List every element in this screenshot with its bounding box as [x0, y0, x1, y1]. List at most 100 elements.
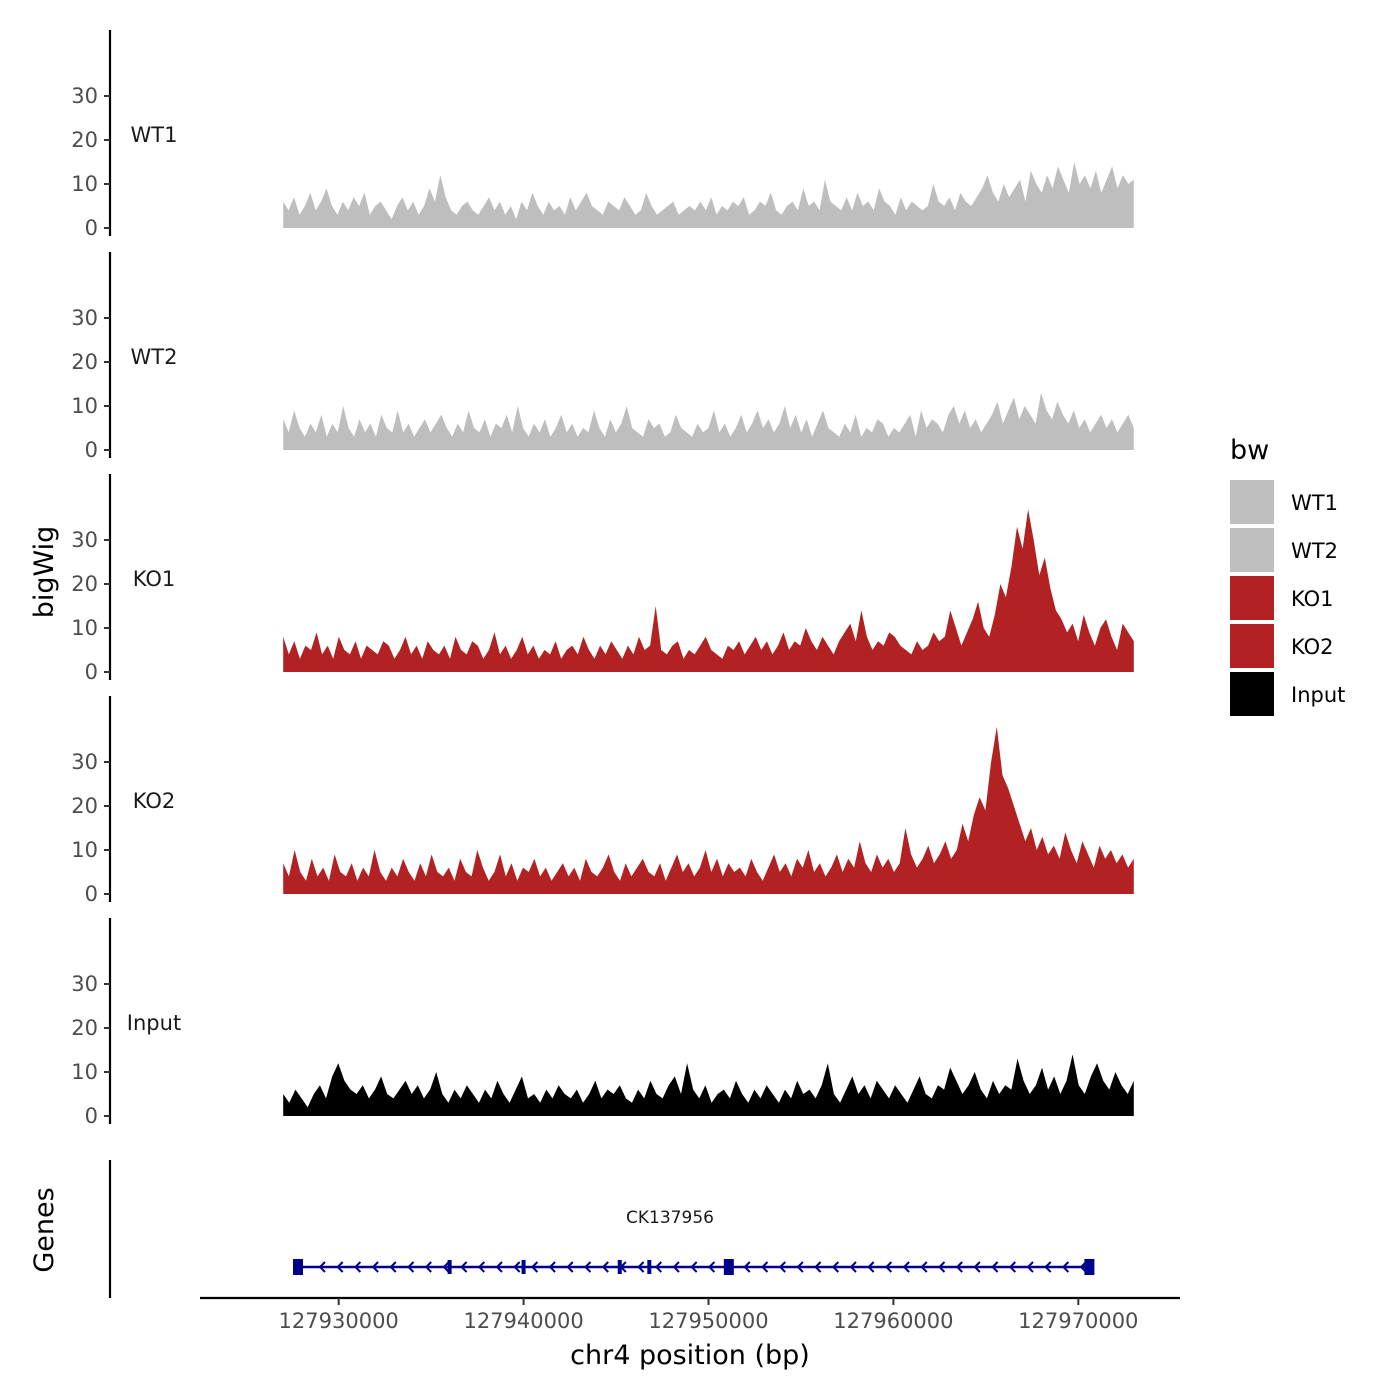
strand-arrow [495, 1261, 503, 1273]
strand-arrow [371, 1261, 379, 1273]
strand-arrow [884, 1261, 893, 1273]
strand-arrow [407, 1261, 415, 1273]
signal-area-wt1 [283, 162, 1134, 228]
strand-arrow [548, 1261, 556, 1273]
strand-arrow [1061, 1261, 1070, 1273]
tracks-layer: 0 10 20 30 WT1 0 10 20 30 WT2 0 10 20 30 KO1 0 10 20 30 KO2… [71, 30, 1134, 1128]
y-tick-label: 20 [71, 794, 98, 818]
exon [293, 1259, 303, 1275]
strand-arrow [389, 1261, 397, 1273]
y-tick-label: 20 [71, 128, 98, 152]
y-tick-label: 10 [71, 616, 98, 640]
strand-arrow [938, 1261, 946, 1273]
y-tick-label: 30 [71, 84, 98, 108]
exon [447, 1260, 452, 1274]
y-tick-label: 30 [71, 528, 98, 552]
signal-area-ko1 [283, 509, 1134, 672]
legend-label-ko1: KO1 [1291, 587, 1334, 611]
track-ko2: 0 10 20 30 KO2 [71, 696, 1134, 906]
strand-arrow [707, 1261, 716, 1273]
strand-arrow [1044, 1261, 1052, 1273]
track-label: Input [127, 1011, 181, 1035]
strand-arrow [973, 1261, 981, 1273]
x-tick-label: 127960000 [833, 1309, 953, 1333]
exon [1084, 1259, 1095, 1275]
strand-arrow [318, 1261, 326, 1273]
strand-arrow [513, 1261, 521, 1273]
y-tick-label: 10 [71, 1060, 98, 1084]
track-label: KO2 [133, 789, 176, 813]
gene-label: CK137956 [626, 1208, 714, 1228]
strand-arrow [814, 1261, 822, 1273]
legend-label-ko2: KO2 [1291, 635, 1334, 659]
strand-arrow [743, 1261, 751, 1273]
x-axis: 127930000 127940000 127950000 127960000 1279… [200, 1296, 1180, 1333]
track-label: WT2 [131, 345, 178, 369]
exon [647, 1260, 652, 1274]
y-tick-label: 30 [71, 750, 98, 774]
legend-swatch-input [1230, 672, 1274, 716]
strand-arrow [831, 1261, 840, 1273]
strand-arrow [530, 1261, 539, 1273]
track-input: 0 10 20 30 Input [71, 918, 1134, 1128]
x-tick-label: 127950000 [648, 1309, 768, 1333]
y-tick-label: 20 [71, 572, 98, 596]
strand-arrow [778, 1261, 786, 1273]
legend-title: bw [1230, 435, 1269, 466]
strand-arrow [477, 1261, 486, 1273]
strand-arrow [867, 1261, 875, 1273]
legend: bw WT1 WT2 KO1 KO2 Input [1230, 435, 1345, 716]
y-tick-label: 0 [85, 660, 98, 684]
strand-arrow [690, 1261, 698, 1273]
strand-arrow [637, 1261, 645, 1273]
y-tick-label: 10 [71, 172, 98, 196]
legend-swatch-wt2 [1230, 528, 1274, 572]
y-tick-label: 0 [85, 882, 98, 906]
strand-arrow [672, 1261, 680, 1273]
exon [723, 1259, 734, 1275]
legend-label-wt1: WT1 [1291, 491, 1338, 515]
y-tick-label: 30 [71, 972, 98, 996]
strand-arrow [601, 1261, 609, 1273]
legend-label-input: Input [1291, 683, 1345, 707]
strand-arrow [654, 1261, 663, 1273]
y-tick-label: 0 [85, 216, 98, 240]
x-tick-label: 127930000 [279, 1309, 399, 1333]
y-tick-label: 20 [71, 1016, 98, 1040]
strand-arrow [1026, 1261, 1034, 1273]
gene-track: CK137956 [108, 1160, 1095, 1298]
strand-arrow [584, 1261, 592, 1273]
strand-arrow [424, 1261, 432, 1273]
track-wt2: 0 10 20 30 WT2 [71, 252, 1134, 462]
x-tick-label: 127970000 [1018, 1309, 1138, 1333]
y-tick-label: 0 [85, 1104, 98, 1128]
y-tick-label: 20 [71, 350, 98, 374]
legend-swatch-ko2 [1230, 624, 1274, 668]
strand-arrow [336, 1261, 344, 1273]
legend-swatch-ko1 [1230, 576, 1274, 620]
track-label: KO1 [133, 567, 176, 591]
track-label: WT1 [131, 123, 178, 147]
strand-arrow [566, 1261, 574, 1273]
y-axis-title: bigWig [29, 526, 60, 619]
x-tick-label: 127940000 [463, 1309, 583, 1333]
genes-axis-title: Genes [29, 1187, 60, 1272]
strand-arrow [991, 1261, 999, 1273]
y-tick-label: 0 [85, 438, 98, 462]
strand-arrow [761, 1261, 769, 1273]
y-tick-label: 30 [71, 306, 98, 330]
strand-arrow [1008, 1261, 1017, 1273]
legend-label-wt2: WT2 [1291, 539, 1338, 563]
signal-area-ko2 [283, 726, 1134, 894]
signal-area-wt2 [283, 392, 1134, 450]
exon [617, 1260, 622, 1274]
strand-arrow [920, 1261, 928, 1273]
strand-arrow [849, 1261, 857, 1273]
strand-arrow [460, 1261, 468, 1273]
strand-arrow [796, 1261, 804, 1273]
exon [521, 1260, 526, 1274]
strand-arrow [902, 1261, 910, 1273]
track-wt1: 0 10 20 30 WT1 [71, 30, 1134, 240]
y-tick-label: 10 [71, 394, 98, 418]
